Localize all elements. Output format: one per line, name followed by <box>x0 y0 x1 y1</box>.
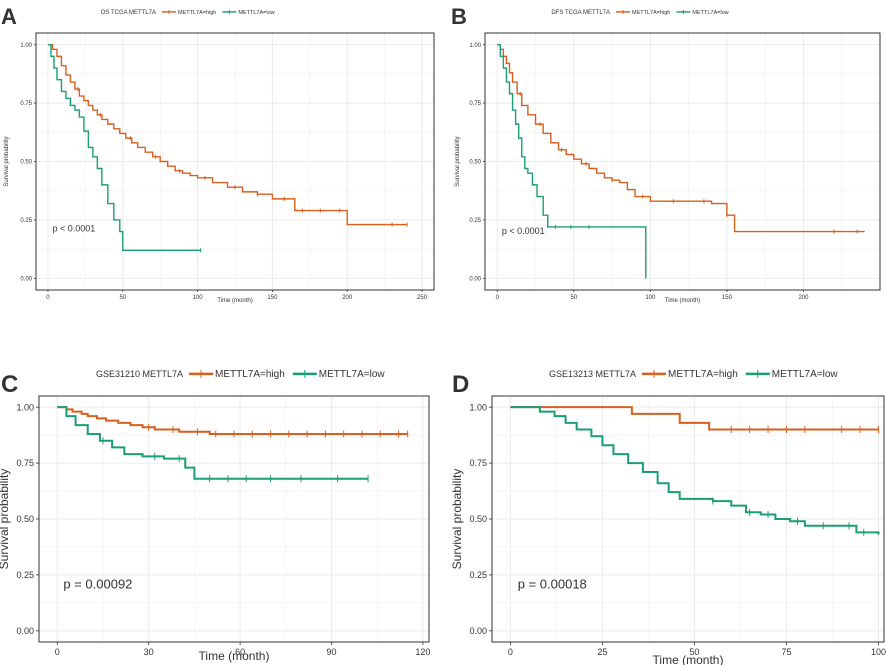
survival-curve-low <box>57 406 369 480</box>
survival-curve-high <box>510 406 879 431</box>
x-tick-label: 0 <box>55 647 60 657</box>
y-tick-label: 0.25 <box>20 218 32 224</box>
x-tick-label: 0 <box>46 295 50 301</box>
y-tick-label: 0.25 <box>469 570 487 580</box>
legend-label-high: METTL7A=high <box>215 369 285 380</box>
y-tick-label: 1.00 <box>469 43 481 49</box>
x-tick-label: 100 <box>645 295 656 301</box>
y-tick-label: 0.50 <box>469 514 487 524</box>
chart-title: GSE13213 METTL7A <box>549 369 636 379</box>
x-axis-title: Time (month) <box>665 298 700 304</box>
panel-label: C <box>1 371 18 398</box>
x-axis-title: Time (month) <box>199 649 270 663</box>
series-high <box>57 406 409 438</box>
series-high <box>510 406 879 434</box>
series-low <box>47 43 202 253</box>
legend: GSE13213 METTL7A METTL7A=high METTL7A=low <box>549 369 838 380</box>
x-tick-label: 150 <box>722 295 733 301</box>
y-tick-label: 0.25 <box>16 570 34 580</box>
series-high <box>47 43 408 227</box>
legend: DFS TCGA METTL7A METTL7A=high METTL7A=low <box>551 9 729 16</box>
legend-label-low: METTL7A=low <box>319 369 386 380</box>
y-axis-title: Survival probability <box>455 136 461 186</box>
y-tick-label: 0.50 <box>16 514 34 524</box>
x-tick-label: 150 <box>267 295 278 301</box>
legend-label-low: METTL7A=low <box>692 10 728 16</box>
x-tick-label: 50 <box>570 295 577 301</box>
y-tick-label: 0.00 <box>469 626 487 636</box>
survival-curve-low <box>497 43 647 279</box>
y-tick-label: 0.75 <box>16 458 34 468</box>
x-tick-label: 75 <box>781 647 791 657</box>
p-value-label: p = 0.00092 <box>63 576 132 591</box>
legend: GSE31210 METTL7A METTL7A=high METTL7A=low <box>96 369 385 380</box>
chart-title: OS TCGA METTL7A <box>101 10 156 16</box>
panel-label: D <box>452 371 469 398</box>
y-tick-label: 0.50 <box>20 160 32 166</box>
panel-c: C 0.00 0.25 0.50 0.75 1.00 0 30 60 90 120 Time (mon… <box>0 369 430 663</box>
x-tick-label: 50 <box>119 295 126 301</box>
y-tick-label: 0.50 <box>469 160 481 166</box>
series-low <box>57 406 369 483</box>
x-tick-label: 0 <box>508 647 513 657</box>
p-value-label: p = 0.00018 <box>518 576 587 591</box>
x-axis-title: Time (month) <box>653 653 724 665</box>
legend-label-high: METTL7A=high <box>178 10 216 16</box>
panel-label: B <box>451 4 467 29</box>
x-axis-title: Time (month) <box>217 298 252 304</box>
panel-b: B 0.00 0.25 0.50 0.75 1.00 0 50 100 150 200 Time (m… <box>451 4 881 304</box>
y-tick-label: 0.75 <box>469 101 481 107</box>
panel-d: D 0.00 0.25 0.50 0.75 1.00 0 25 50 75 100 Time (mon… <box>450 369 886 665</box>
panel-label: A <box>1 4 17 29</box>
panel-a: A 0.00 0.25 0.50 0.75 1.00 0 50 100 150 200 250 Time… <box>1 4 435 304</box>
legend-label-high: METTL7A=high <box>668 369 738 380</box>
gridlines <box>485 33 880 290</box>
x-tick-label: 100 <box>871 647 886 657</box>
series-low <box>510 406 880 536</box>
y-tick-label: 1.00 <box>16 402 34 412</box>
y-tick-label: 0.75 <box>20 101 32 107</box>
y-axis-title: Survival probability <box>450 469 464 570</box>
x-tick-label: 30 <box>144 647 154 657</box>
series-low <box>497 43 647 279</box>
p-value-label: p < 0.0001 <box>502 226 545 236</box>
y-tick-label: 0.25 <box>469 218 481 224</box>
y-axis-title: Survival probability <box>0 469 11 570</box>
survival-curve-low <box>510 406 880 535</box>
x-tick-label: 50 <box>689 647 699 657</box>
y-tick-label: 1.00 <box>20 43 32 49</box>
legend-label-high: METTL7A=high <box>632 10 670 16</box>
y-tick-label: 0.75 <box>469 458 487 468</box>
y-tick-label: 0.00 <box>20 276 32 282</box>
survival-curve-low <box>47 43 201 251</box>
x-tick-label: 200 <box>342 295 353 301</box>
x-tick-label: 120 <box>415 647 430 657</box>
x-tick-label: 90 <box>326 647 336 657</box>
y-tick-label: 0.00 <box>16 626 34 636</box>
p-value-label: p < 0.0001 <box>52 224 95 234</box>
y-tick-label: 1.00 <box>469 402 487 412</box>
legend-label-low: METTL7A=low <box>772 369 839 380</box>
legend: OS TCGA METTL7A METTL7A=high METTL7A=low <box>101 9 275 16</box>
legend-label-low: METTL7A=low <box>238 10 274 16</box>
survival-curve-high <box>497 43 865 233</box>
gridlines <box>492 396 884 642</box>
chart-title: GSE31210 METTL7A <box>96 369 183 379</box>
series-high <box>497 43 865 234</box>
chart-title: DFS TCGA METTL7A <box>551 10 610 16</box>
y-axis-title: Survival probability <box>4 136 10 186</box>
x-tick-label: 200 <box>798 295 809 301</box>
x-tick-label: 25 <box>597 647 607 657</box>
x-tick-label: 0 <box>496 295 500 301</box>
gridlines <box>39 396 429 642</box>
x-tick-label: 250 <box>417 295 428 301</box>
x-tick-label: 100 <box>193 295 204 301</box>
survival-curve-high <box>57 406 408 436</box>
y-tick-label: 0.00 <box>469 276 481 282</box>
x-tick-label: 60 <box>235 647 245 657</box>
